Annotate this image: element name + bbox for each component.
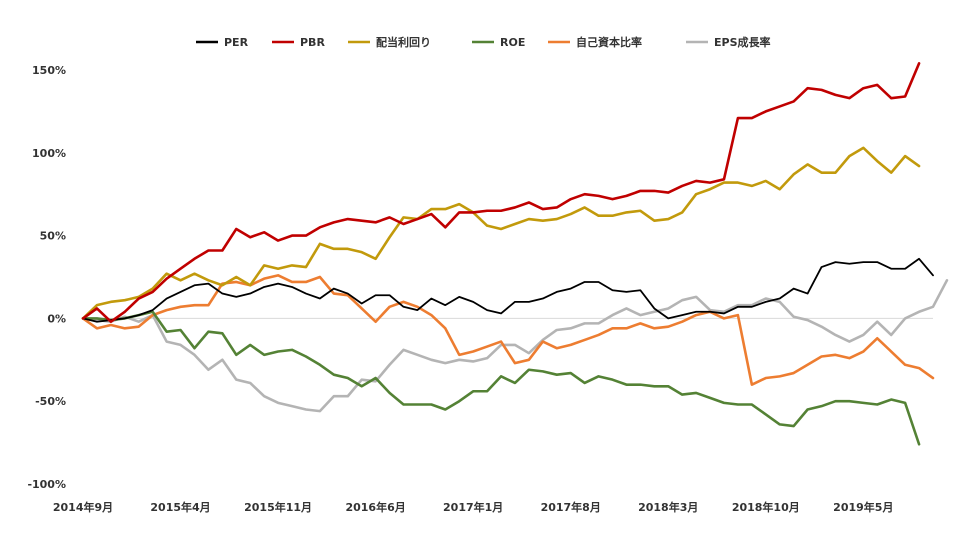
x-axis: 2014年9月 2015年4月 2015年11月 2016年6月 2017年1月 2017…	[53, 500, 894, 514]
x-tick-label: 2017年1月	[443, 500, 503, 514]
series-layer	[81, 62, 949, 446]
x-tick-label: 2018年10月	[732, 500, 800, 514]
series-line-0	[82, 257, 934, 323]
y-tick-label: 0%	[47, 312, 66, 325]
x-tick-label: 2016年6月	[345, 500, 405, 514]
x-tick-label: 2018年3月	[638, 500, 698, 514]
legend-entry: 配当利回り	[348, 35, 431, 49]
legend-entry: ROE	[472, 36, 525, 49]
legend-label: ROE	[500, 36, 525, 49]
x-tick-label: 2015年4月	[150, 500, 210, 514]
legend-entry: EPS成長率	[686, 35, 771, 49]
y-tick-label: 100%	[32, 147, 66, 160]
series-line-5	[81, 279, 949, 413]
x-tick-label: 2014年9月	[53, 500, 113, 514]
legend-label: 配当利回り	[376, 35, 431, 49]
series-line-3	[81, 310, 921, 446]
y-axis: 150% 100% 50% 0% -50% -100%	[27, 64, 66, 491]
series-line-2	[81, 146, 921, 320]
y-tick-label: -100%	[27, 478, 66, 491]
x-tick-label: 2019年5月	[833, 500, 893, 514]
legend-entry: PER	[196, 36, 249, 49]
legend-label: PER	[224, 36, 249, 49]
y-tick-label: 50%	[40, 230, 66, 243]
legend-label: EPS成長率	[714, 35, 771, 49]
y-tick-label: -50%	[35, 395, 66, 408]
legend-label: PBR	[300, 36, 325, 49]
series-line-1	[81, 62, 921, 324]
legend-entry: PBR	[272, 36, 325, 49]
x-tick-label: 2015年11月	[244, 500, 312, 514]
legend-entry: 自己資本比率	[548, 35, 642, 49]
x-tick-label: 2017年8月	[541, 500, 601, 514]
y-tick-label: 150%	[32, 64, 66, 77]
legend: PER PBR 配当利回り ROE 自己資本比率 EPS成長率	[196, 35, 771, 49]
legend-label: 自己資本比率	[576, 35, 642, 49]
